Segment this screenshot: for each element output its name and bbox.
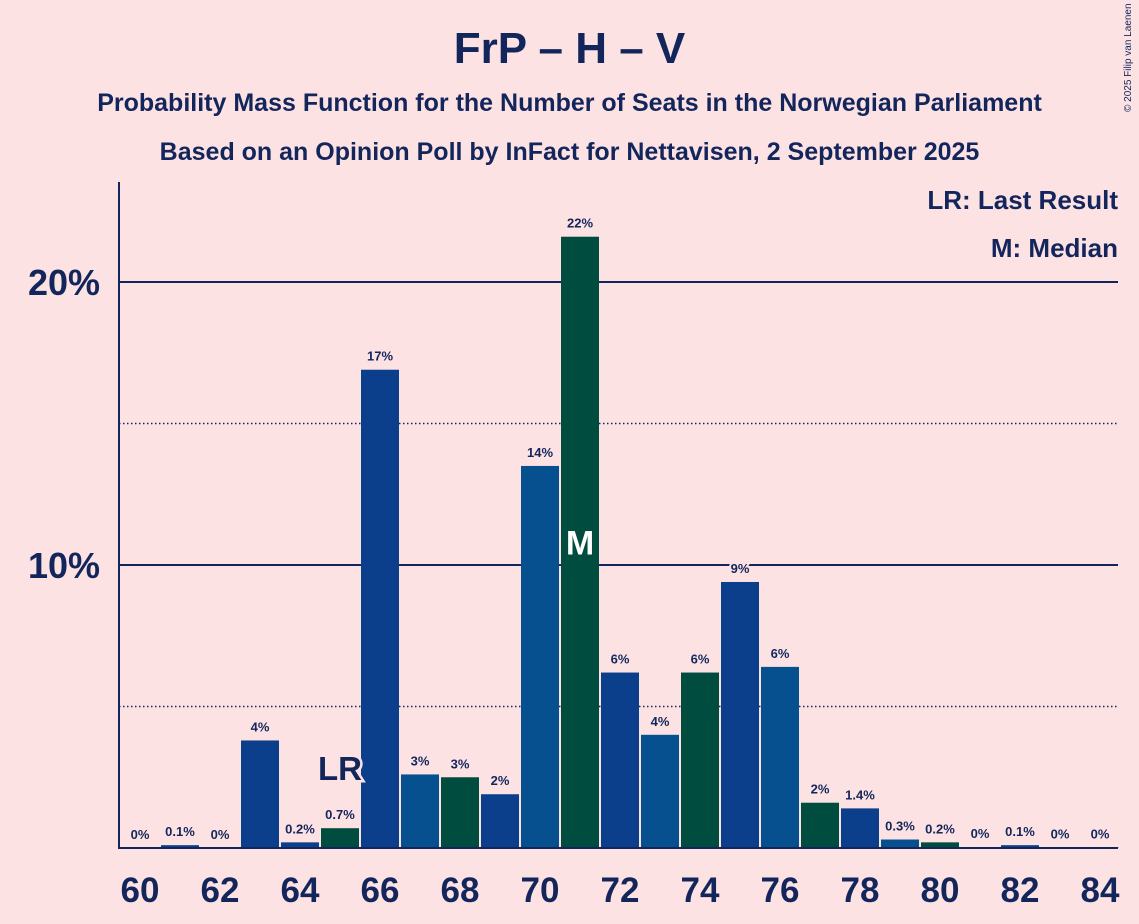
bar [161,845,199,848]
legend: LR: Last Result M: Median [927,184,1118,280]
bar [601,672,639,848]
bar-value-label: 3% [411,753,430,768]
bar-value-label: 17% [367,349,393,364]
bar [681,672,719,848]
bar-value-label: 6% [691,652,710,667]
bar-value-label: 0.3% [885,819,915,834]
bar-value-label: 22% [567,216,593,231]
bar-value-label: 0.7% [325,807,355,822]
axes: 10% 20% 60 62 64 66 68 70 72 74 76 78 80 82 84 [28,182,1120,910]
chart-title: FrP – H – V [453,24,686,73]
bar [761,666,799,848]
bar [481,794,519,848]
y-tick-label: 10% [28,545,100,586]
x-tick-label: 66 [361,871,400,910]
bar [881,839,919,848]
x-tick-label: 82 [1001,871,1040,910]
x-tick-label: 84 [1081,871,1120,910]
bar-value-label: 0.2% [925,821,955,836]
chart-source-line: Based on an Opinion Poll by InFact for N… [159,138,980,166]
x-tick-label: 60 [121,871,160,910]
chart-subtitle: Probability Mass Function for the Number… [97,89,1042,117]
bar-value-label: 14% [527,445,553,460]
bar-value-label: 2% [491,773,510,788]
bar [401,774,439,848]
bar-value-label: 6% [771,646,790,661]
bar [841,808,879,848]
x-tick-label: 70 [521,871,560,910]
bar-value-label: 0% [1091,827,1110,842]
bar-value-label: 6% [611,652,630,667]
x-tick-label: 72 [601,871,640,910]
bar [1001,845,1039,848]
x-tick-label: 80 [921,871,960,910]
gridlines [119,281,1118,708]
x-tick-label: 68 [441,871,480,910]
legend-median: M: Median [990,233,1118,263]
bar-value-label: 4% [651,714,670,729]
median-marker: M [566,524,594,562]
bar-value-label: 4% [251,719,270,734]
x-tick-label: 78 [841,871,880,910]
bar [281,842,319,848]
bar-value-label: 9% [731,561,750,576]
bar [641,734,679,848]
bar-value-label: 0.1% [165,824,195,839]
bar-value-label: 1.4% [845,787,875,802]
bar-value-label: 0% [1051,826,1070,841]
x-tick-label: 64 [281,871,320,910]
bar [521,465,559,848]
bar [561,236,599,849]
bars [161,236,1119,849]
bar-value-label: 2% [811,782,830,797]
bar-value-label: 3% [451,756,470,771]
x-tick-label: 62 [201,871,240,910]
bar-value-label: 0.2% [285,821,315,836]
legend-last-result: LR: Last Result [927,185,1118,215]
y-tick-label: 20% [28,262,100,303]
x-tick-label: 74 [681,871,720,910]
bar [801,802,839,848]
bar-value-label: 0.1% [1005,824,1035,839]
bar-value-label: 0% [131,827,150,842]
bar [921,842,959,848]
bar [241,740,279,848]
last-result-marker: LR [318,750,362,787]
bar-value-label: 0% [971,826,990,841]
bar [721,581,759,848]
x-tick-label: 76 [761,871,800,910]
bar [441,777,479,848]
bar [321,828,359,848]
bar-value-label: 0% [211,827,230,842]
bar [361,369,399,848]
bar-labels: 0% 0.1% 0% 4% 0.2% 0.7% 17% 3% 3% 2% 14% 22% 6% 4% 6% 9… [129,214,1112,844]
